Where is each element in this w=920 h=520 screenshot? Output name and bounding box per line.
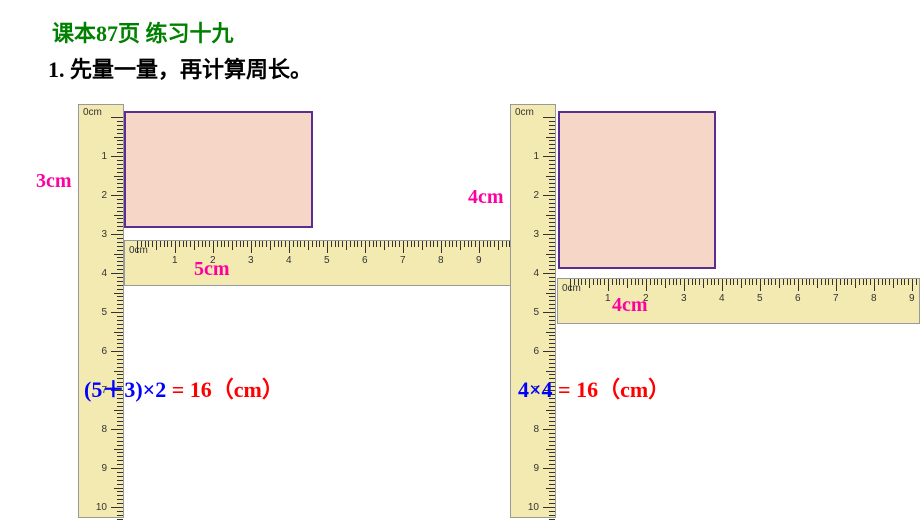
height-label-1: 3cm — [36, 170, 72, 193]
problem-statement: 1. 先量一量，再计算周长。 — [48, 52, 312, 84]
width-label-1: 5cm — [194, 258, 230, 281]
horizontal-ruler-1: 0cm123456789 — [124, 240, 534, 286]
vertical-ruler-2: 0cm12345678910 — [510, 104, 556, 518]
square-shape-2 — [558, 111, 716, 269]
height-label-2: 4cm — [468, 186, 504, 209]
equation-2: 4×4 = 16（cm） — [518, 372, 670, 404]
equation-rhs: = 16（cm） — [553, 377, 671, 402]
equation-lhs: (5＋3)×2 — [84, 377, 166, 402]
width-label-2: 4cm — [612, 294, 648, 317]
equation-1: (5＋3)×2 = 16（cm） — [84, 372, 284, 404]
vertical-ruler-1: 0cm12345678910 — [78, 104, 124, 518]
rectangle-shape-1 — [124, 111, 313, 228]
equation-rhs: = 16（cm） — [166, 377, 284, 402]
equation-lhs: 4×4 — [518, 377, 553, 402]
page-ref-title: 课本87页 练习十九 — [52, 16, 234, 48]
